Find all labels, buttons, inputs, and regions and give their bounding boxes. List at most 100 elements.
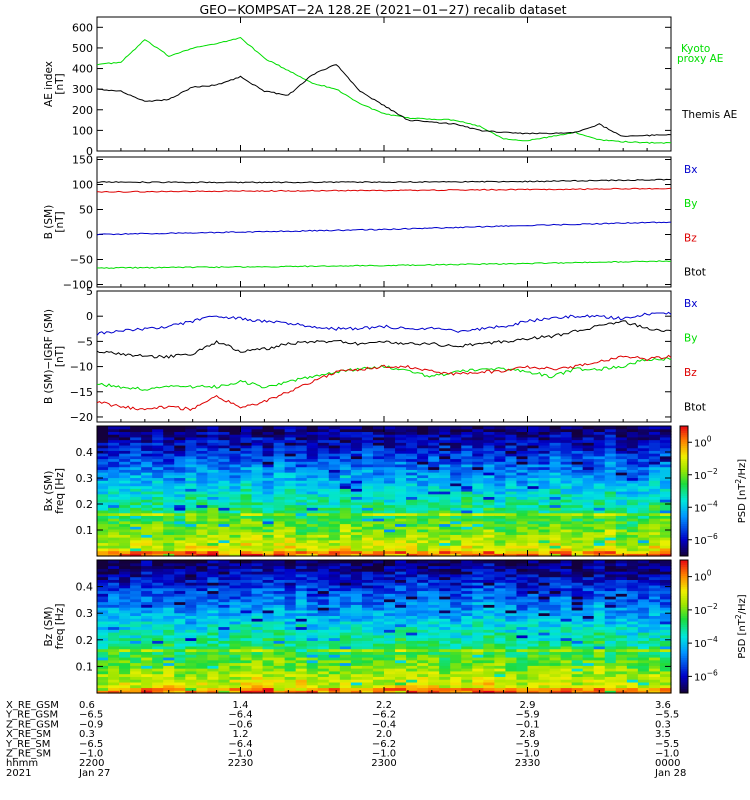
spectrogram-cell xyxy=(560,590,573,594)
spectrogram-cell xyxy=(251,607,264,611)
spectrogram-cell xyxy=(516,507,529,511)
spectrogram-cell xyxy=(372,598,385,603)
spectrogram-cell xyxy=(494,579,507,583)
y-axis-label: B (SM) [nT] xyxy=(43,205,66,239)
spectrogram-cell xyxy=(439,656,451,661)
y-tick-label: 200 xyxy=(72,104,93,117)
spectrogram-cell xyxy=(240,607,253,611)
spectrogram-cell xyxy=(505,568,518,572)
spectrogram-cell xyxy=(295,676,308,680)
spectrogram-cell xyxy=(626,466,639,470)
spectrogram-cell xyxy=(384,534,396,538)
spectrogram-cell xyxy=(428,654,440,658)
spectrogram-cell xyxy=(395,632,407,636)
spectrogram-cell xyxy=(262,542,275,546)
spectrogram-cell xyxy=(141,598,153,603)
spectrogram-cell xyxy=(119,668,131,672)
spectrogram-cell xyxy=(163,648,175,653)
spectrogram-cell xyxy=(185,659,197,664)
spectrogram-cell xyxy=(527,461,540,465)
spectrogram-cell xyxy=(637,528,650,533)
spectrogram-cell xyxy=(527,491,540,495)
colorbar-swatch xyxy=(680,475,688,479)
spectrogram-cell xyxy=(648,553,661,557)
spectrogram-cell xyxy=(174,553,186,557)
spectrogram-cell xyxy=(108,601,120,605)
spectrogram-cell xyxy=(218,469,231,473)
spectrogram-cell xyxy=(141,539,153,544)
spectrogram-cell xyxy=(472,553,484,557)
spectrogram-cell xyxy=(395,501,407,506)
spectrogram-cell xyxy=(240,499,253,503)
spectrogram-cell xyxy=(273,482,286,487)
spectrogram-cell xyxy=(538,673,551,677)
spectrogram-cell xyxy=(626,515,639,519)
spectrogram-cell xyxy=(196,601,208,605)
spectrogram-cell xyxy=(582,634,595,639)
spectrogram-cell xyxy=(461,426,473,430)
spectrogram-cell xyxy=(384,442,396,446)
spectrogram-cell xyxy=(582,632,595,636)
spectrogram-cell xyxy=(549,618,562,622)
spectrogram-cell xyxy=(284,593,297,597)
spectrogram-cell xyxy=(240,488,253,492)
y-axis-label: AE index [nT] xyxy=(43,61,66,107)
spectrogram-cell xyxy=(472,645,484,650)
spectrogram-cell xyxy=(284,526,297,530)
spectrogram-cell xyxy=(207,609,220,614)
spectrogram-cell xyxy=(538,679,551,683)
spectrogram-cell xyxy=(648,515,661,519)
spectrogram-cell xyxy=(152,499,164,503)
spectrogram-cell xyxy=(350,560,363,564)
spectrogram-cell xyxy=(207,450,220,454)
spectrogram-cell xyxy=(273,491,286,495)
spectrogram-cell xyxy=(615,504,628,508)
spectrogram-cell xyxy=(262,553,275,557)
spectrogram-cell xyxy=(339,573,352,578)
spectrogram-cell xyxy=(472,634,484,639)
spectrogram-cell xyxy=(163,659,175,664)
spectrogram-cell xyxy=(141,436,153,441)
spectrogram-cell xyxy=(218,687,231,691)
spectrogram-cell xyxy=(648,450,661,454)
spectrogram-cell xyxy=(538,447,551,451)
spectrogram-cell xyxy=(317,515,330,519)
spectrogram-cell xyxy=(174,623,186,628)
spectrogram-cell xyxy=(571,665,584,669)
spectrogram-cell xyxy=(185,587,197,592)
spectrogram-cell xyxy=(229,518,242,522)
spectrogram-cell xyxy=(295,480,308,484)
spectrogram-cell xyxy=(372,576,385,580)
spectrogram-cell xyxy=(593,679,606,683)
spectrogram-cell xyxy=(549,461,562,465)
spectrogram-cell xyxy=(317,681,330,686)
spectrogram-cell xyxy=(461,645,473,650)
spectrogram-cell xyxy=(229,579,242,583)
spectrogram-cell xyxy=(328,515,341,519)
spectrogram-cell xyxy=(295,593,308,597)
spectrogram-cell xyxy=(571,679,584,683)
spectrogram-cell xyxy=(516,596,529,600)
spectrogram-cell xyxy=(483,553,495,557)
spectrogram-cell xyxy=(483,499,495,503)
spectrogram-cell xyxy=(218,523,231,527)
spectrogram-cell xyxy=(306,491,319,495)
spectrogram-cell xyxy=(328,472,341,476)
spectrogram-cell xyxy=(450,491,462,495)
spectrogram-cell xyxy=(240,501,253,506)
spectrogram-cell xyxy=(196,499,208,503)
spectrogram-cell xyxy=(108,493,120,498)
spectrogram-cell xyxy=(461,690,473,694)
spectrogram-cell xyxy=(549,434,562,438)
spectrogram-cell xyxy=(306,480,319,484)
spectrogram-cell xyxy=(108,676,120,680)
spectrogram-cell xyxy=(615,518,628,522)
spectrogram-cell xyxy=(240,442,253,446)
spectrogram-cell xyxy=(108,565,120,569)
spectrogram-cell xyxy=(406,523,418,527)
spectrogram-cell xyxy=(549,526,562,530)
spectrogram-cell xyxy=(339,472,352,476)
spectrogram-cell xyxy=(560,493,573,498)
spectrogram-cell xyxy=(538,590,551,594)
spectrogram-cell xyxy=(428,576,440,580)
